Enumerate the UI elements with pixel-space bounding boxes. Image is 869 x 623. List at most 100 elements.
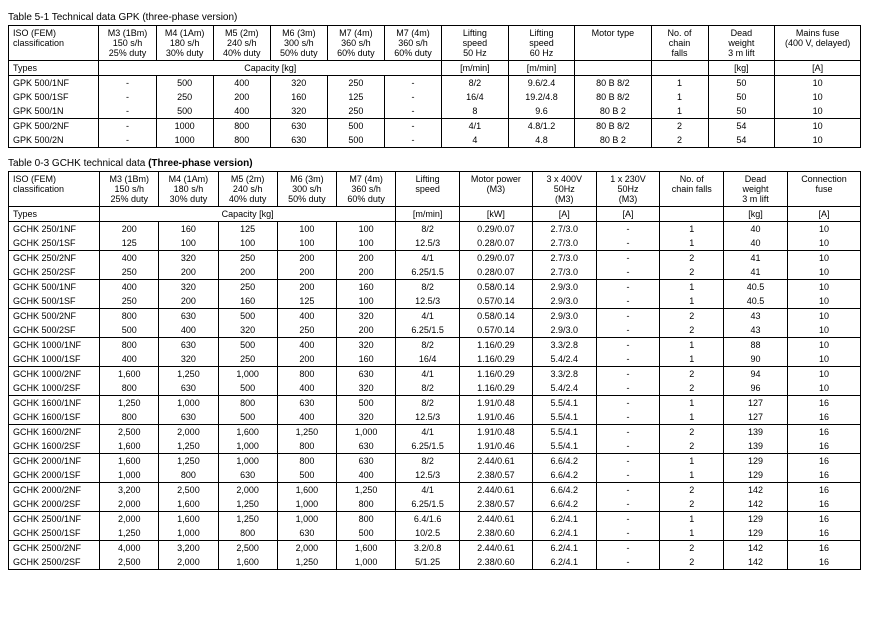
cell-value: 250 [157, 90, 213, 104]
data-cell: 630400 [159, 309, 218, 338]
data-cell: GCHK 1600/2NFGCHK 1600/2SF [9, 425, 100, 454]
h2-a3: [A] [787, 207, 860, 222]
data-cell: GCHK 2000/1NFGCHK 2000/1SF [9, 454, 100, 483]
cell-value: 250 [219, 352, 277, 366]
data-cell: 1.91/0.481.91/0.46 [459, 396, 532, 425]
data-cell: 1010 [787, 222, 860, 251]
data-cell: 500320 [218, 309, 277, 338]
cell-value: 800 [337, 497, 395, 511]
cell-value: - [597, 294, 660, 308]
cell-value: - [597, 454, 660, 468]
cell-value: 400 [278, 338, 336, 352]
cell-value: 2,500 [219, 541, 277, 555]
data-cell: -- [384, 119, 441, 148]
cell-value: 125 [328, 90, 384, 104]
data-cell: 2,5001,600 [100, 425, 159, 454]
cell-value: 54 [709, 119, 775, 133]
data-cell: 6.4/1.610/2.5 [396, 512, 460, 541]
h-m4: M4 (1Am)180 s/h30% duty [156, 26, 213, 61]
cell-value: 2.7/3.0 [533, 251, 596, 265]
cell-value: 6.6/4.2 [533, 468, 596, 482]
cell-value: 630 [278, 396, 336, 410]
cell-value: 1,000 [159, 526, 217, 540]
cell-value: 800 [278, 439, 336, 453]
cell-value: 100 [278, 222, 336, 236]
cell-value: 1 [660, 468, 723, 482]
cell-value: 200 [278, 251, 336, 265]
h-ls: Liftingspeed [396, 172, 460, 207]
cell-value: 50 [709, 76, 775, 90]
data-cell: 4,0002,500 [100, 541, 159, 570]
data-cell: 4141 [724, 251, 788, 280]
cell-value: GCHK 250/2NF [9, 251, 99, 265]
cell-value: 0.28/0.07 [460, 236, 532, 250]
h-dead: Deadweight3 m lift [724, 172, 788, 207]
cell-value: - [597, 512, 660, 526]
cell-value: GCHK 2500/1SF [9, 526, 99, 540]
cell-value: 1 [652, 104, 708, 118]
cell-value: - [597, 526, 660, 540]
data-cell: 1,6001,000 [100, 454, 159, 483]
cell-value: 320 [159, 352, 217, 366]
cell-value: 200 [214, 90, 270, 104]
data-cell: 320160320 [270, 76, 327, 119]
data-cell: 8/216/4 [396, 338, 460, 367]
cell-value: - [597, 338, 660, 352]
cell-value: 6.4/1.6 [396, 512, 459, 526]
cell-value: 500 [219, 309, 277, 323]
cell-value: 2,000 [219, 483, 277, 497]
cell-value: - [597, 280, 660, 294]
cell-value: 320 [159, 280, 217, 294]
cell-value: - [597, 541, 660, 555]
table-row: GCHK 1600/1NFGCHK 1600/1SF1,2508001,0006… [9, 396, 861, 425]
data-cell: 400200400 [213, 76, 270, 119]
data-cell: 5.5/4.15.5/4.1 [532, 425, 596, 454]
cell-value: - [597, 497, 660, 511]
cell-value: 129 [724, 468, 787, 482]
cell-value: 0.58/0.14 [460, 309, 532, 323]
data-cell: -- [596, 541, 660, 570]
cell-value: 1 [660, 352, 723, 366]
data-cell: 22 [660, 483, 724, 512]
cell-value: 10 [788, 236, 860, 250]
cell-value: 16/4 [442, 90, 508, 104]
cell-value: 5.5/4.1 [533, 425, 596, 439]
cell-value: 1 [652, 90, 708, 104]
cell-value: 16 [788, 410, 860, 424]
h-v400: 3 x 400V50Hz(M3) [532, 172, 596, 207]
cell-value: 1,000 [337, 425, 395, 439]
cell-value: 50 [709, 90, 775, 104]
data-cell: 1,000630 [336, 425, 395, 454]
cell-value: 16 [788, 526, 860, 540]
data-cell: 22 [651, 119, 708, 148]
data-cell: 100100 [277, 222, 336, 251]
cell-value: 5.4/2.4 [533, 381, 596, 395]
table-row: GCHK 1600/2NFGCHK 1600/2SF2,5001,6002,00… [9, 425, 861, 454]
cell-value: 1,600 [100, 367, 158, 381]
cell-value: 2.9/3.0 [533, 309, 596, 323]
cell-value: 2 [652, 133, 708, 147]
cell-value: 2 [660, 309, 723, 323]
cell-value: 100 [337, 294, 395, 308]
data-cell: 4/16.25/1.5 [396, 251, 460, 280]
cell-value: - [597, 425, 660, 439]
cell-value: 160 [159, 222, 217, 236]
data-cell: -- [596, 309, 660, 338]
cell-value: 10/2.5 [396, 526, 459, 540]
data-cell: -- [596, 338, 660, 367]
cell-value: 630 [271, 133, 327, 147]
data-cell: -- [596, 512, 660, 541]
cell-value: GCHK 1000/1NF [9, 338, 99, 352]
cell-value: 1.91/0.46 [460, 439, 532, 453]
cell-value: 500 [219, 410, 277, 424]
cell-value: 1000 [157, 133, 213, 147]
cell-value: 320 [337, 410, 395, 424]
h2-a1: [A] [532, 207, 596, 222]
data-cell: 1,6001,000 [159, 512, 218, 541]
cell-value: - [597, 323, 660, 337]
cell-value: 125 [100, 236, 158, 250]
data-cell: 2.9/3.02.9/3.0 [532, 309, 596, 338]
data-cell: 9.6/2.419.2/4.89.6 [508, 76, 575, 119]
cell-value: 2 [660, 541, 723, 555]
cell-value: 10 [788, 367, 860, 381]
